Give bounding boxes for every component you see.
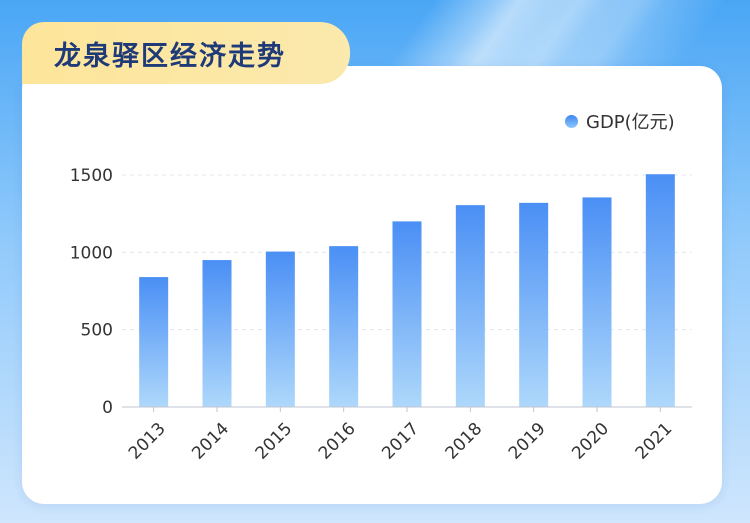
legend-swatch xyxy=(565,114,578,128)
bar-2018 xyxy=(455,205,485,407)
title-banner: 龙泉驿区经济走势 xyxy=(22,22,350,84)
bars xyxy=(139,174,675,407)
bar-2013 xyxy=(139,277,169,407)
x-tick-label: 2017 xyxy=(378,419,423,464)
x-tick-label: 2018 xyxy=(442,419,487,464)
y-tick-label: 1500 xyxy=(70,166,113,186)
x-tick-label: 2015 xyxy=(252,419,297,464)
bar-2019 xyxy=(519,202,549,407)
bar-2020 xyxy=(582,197,612,407)
bar-2015 xyxy=(265,251,295,407)
x-tick-label: 2014 xyxy=(188,419,233,464)
chart-legend: GDP(亿元) xyxy=(565,108,675,134)
x-tick-label: 2013 xyxy=(125,419,170,464)
x-tick-label: 2021 xyxy=(632,419,677,464)
y-tick-label: 0 xyxy=(102,398,113,418)
x-tick-label: 2020 xyxy=(568,419,613,464)
bar-2014 xyxy=(202,260,232,407)
bar-2017 xyxy=(392,221,422,407)
y-tick-label: 500 xyxy=(81,321,113,341)
page-title: 龙泉驿区经济走势 xyxy=(54,40,286,72)
x-tick-label: 2016 xyxy=(315,419,360,464)
y-tick-label: 1000 xyxy=(70,243,113,263)
bar-2016 xyxy=(329,246,359,407)
legend-label: GDP(亿元) xyxy=(586,112,675,133)
x-tick-label: 2019 xyxy=(505,419,550,464)
bar-2021 xyxy=(645,174,675,407)
